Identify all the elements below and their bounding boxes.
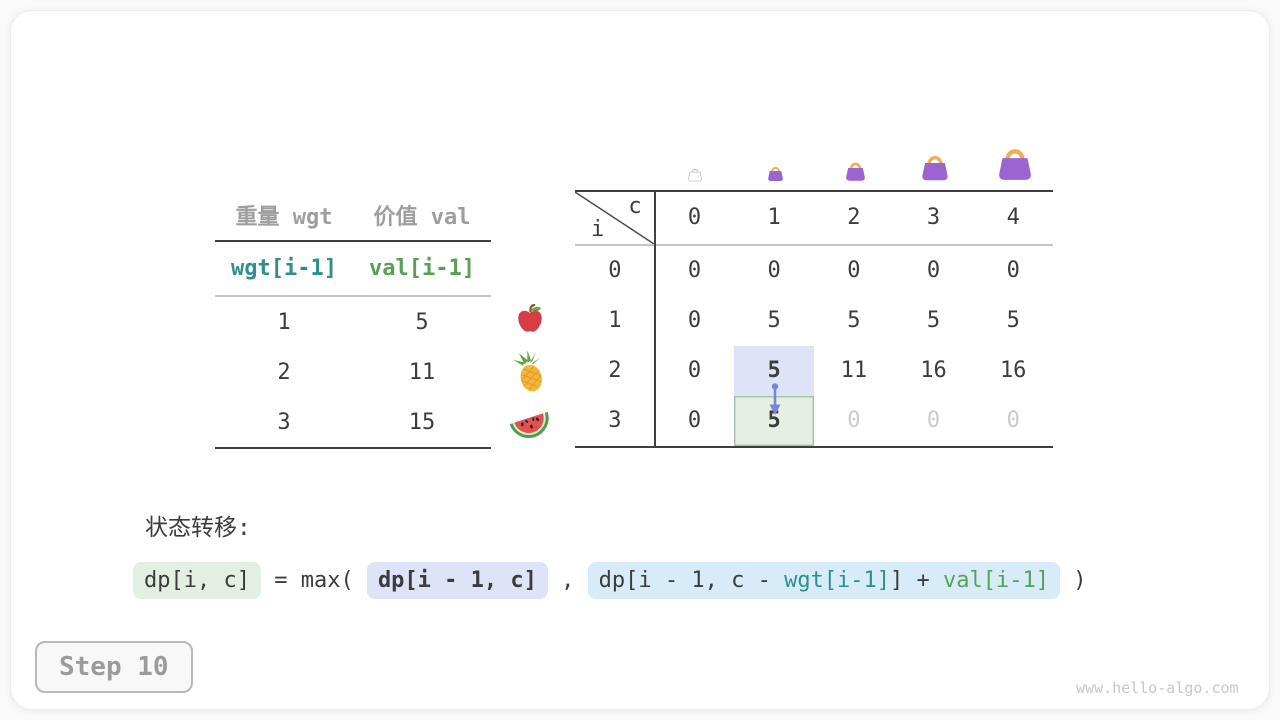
dp-cell-unfilled: 0 (847, 408, 861, 433)
dp-row-3: 3 0 5 0 0 0 (575, 396, 1053, 446)
val-subheader: val[i-1] (369, 256, 475, 281)
dp-cell: 0 (687, 258, 702, 283)
formula-eq-max: = max( (260, 568, 367, 593)
dp-cell: 0 (1006, 258, 1020, 283)
formula-wgt-term: wgt[i-1] (784, 568, 891, 593)
dp-col-label: 4 (1006, 205, 1020, 230)
dp-col-label: 1 (767, 205, 781, 230)
state-transition-label: 状态转移: (145, 515, 251, 541)
formula-lhs-chip: dp[i, c] (133, 562, 261, 599)
empty-bag-icon (688, 168, 702, 182)
item-value: 5 (415, 309, 429, 335)
item-value: 11 (408, 359, 436, 385)
item-row-watermelon: 3 15 (215, 397, 491, 447)
dp-col-label: 2 (847, 205, 861, 230)
dp-cell: 16 (999, 358, 1027, 383)
dp-cell: 0 (687, 358, 702, 383)
dp-cell: 11 (840, 358, 868, 383)
dp-cell: 5 (1006, 308, 1020, 333)
formula-comma: , (547, 568, 588, 593)
formula-arg1-chip: dp[i - 1, c] (366, 562, 548, 599)
dp-cell-unfilled: 0 (1006, 408, 1020, 433)
items-table-header: 重量 wgt 价值 val (215, 190, 491, 242)
dp-row-2: 2 0 5 11 16 16 (575, 346, 1053, 396)
bag-icon-capacity-3 (922, 155, 948, 181)
item-weight: 1 (277, 309, 291, 335)
capacity-variable-label: c (628, 194, 642, 219)
item-row-apple: 1 5 (215, 297, 491, 347)
dp-row-0: 0 0 0 0 0 0 (575, 246, 1053, 296)
state-transition-formula: dp[i, c] = max( dp[i - 1, c] , dp[i - 1,… (133, 562, 1087, 599)
formula-arg2-prefix: dp[i - 1, c - (598, 568, 785, 593)
items-table-subheader: wgt[i-1] val[i-1] (215, 242, 491, 297)
site-watermark: www.hello-algo.com (1076, 679, 1239, 697)
dp-row-label: 1 (608, 308, 622, 333)
dp-row-label: 2 (608, 358, 622, 383)
value-column-header: 价值 val (373, 205, 471, 230)
dp-cell-unfilled: 0 (926, 408, 941, 433)
dp-cell: 5 (847, 308, 861, 333)
dp-table-header: c i 0 1 2 3 4 (575, 192, 1053, 246)
dp-cell: 0 (767, 258, 781, 283)
dp-row-label: 3 (608, 408, 622, 433)
dp-col-label: 0 (687, 205, 702, 230)
diagonal-divider (575, 192, 655, 244)
dp-corner-cell: c i (575, 192, 655, 244)
bag-icon-capacity-1 (768, 166, 783, 181)
apple-icon (518, 303, 542, 332)
dp-table-vertical-divider (654, 192, 656, 446)
dp-cell: 5 (767, 308, 781, 333)
dp-cell: 0 (926, 258, 941, 283)
formula-close-paren: ) (1060, 568, 1087, 593)
formula-val-term: val[i-1] (943, 568, 1050, 593)
dp-cell: 0 (687, 308, 702, 333)
step-badge: Step 10 (35, 641, 193, 693)
item-row-pineapple: 2 11 (215, 347, 491, 397)
formula-arg2-chip: dp[i - 1, c - wgt[i-1]] + val[i-1] (587, 562, 1061, 599)
items-table: 重量 wgt 价值 val wgt[i-1] val[i-1] 1 5 2 11… (215, 190, 491, 449)
pineapple-icon (513, 350, 542, 392)
dp-col-label: 3 (926, 205, 941, 230)
dp-cell: 5 (926, 308, 941, 333)
formula-arg2-plus: + (903, 568, 944, 593)
dp-row-label: 0 (608, 258, 622, 283)
bag-icon-capacity-2 (846, 162, 865, 181)
dp-cell: 0 (687, 408, 702, 433)
transition-arrow-icon (769, 383, 781, 415)
item-value: 15 (408, 409, 436, 435)
watermelon-icon (509, 411, 549, 439)
item-weight: 3 (277, 409, 291, 435)
dp-row-1: 1 0 5 5 5 5 (575, 296, 1053, 346)
dp-table: c i 0 1 2 3 4 0 0 0 0 0 0 1 0 5 5 5 5 2 … (575, 190, 1053, 448)
weight-column-header: 重量 wgt (235, 205, 333, 230)
bag-icon-capacity-4 (999, 149, 1031, 180)
dp-cell: 0 (847, 258, 861, 283)
dp-cell: 16 (920, 358, 947, 383)
item-variable-label: i (591, 217, 605, 242)
formula-arg2-bracket: ] (890, 568, 904, 593)
item-weight: 2 (277, 359, 291, 385)
wgt-subheader: wgt[i-1] (231, 256, 337, 281)
